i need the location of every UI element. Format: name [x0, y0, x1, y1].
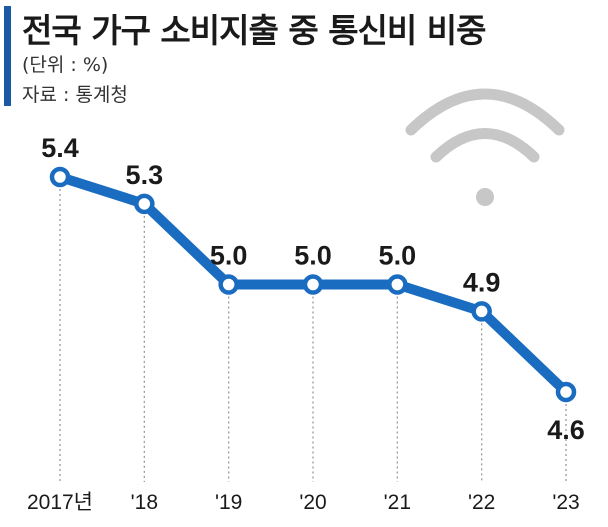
data-point [218, 274, 239, 295]
data-label: 4.9 [463, 267, 501, 297]
guide-lines [59, 189, 567, 482]
data-point [302, 274, 324, 295]
data-label: 5.0 [210, 241, 248, 271]
x-axis-ticks: 2017년 '18 '19 '20 '21 '22 '23 [27, 491, 580, 514]
data-point [387, 274, 408, 295]
data-labels: 5.4 5.3 5.0 5.0 5.0 4.9 4.6 [41, 133, 585, 445]
data-point [555, 381, 577, 403]
wifi-dot [476, 188, 494, 206]
data-label: 4.6 [547, 415, 585, 445]
unit-label: (단위 : %) [22, 54, 109, 76]
x-tick-label: '18 [131, 491, 158, 514]
x-tick-label: '19 [215, 491, 242, 514]
x-tick-label: '20 [299, 491, 326, 514]
point-markers [49, 166, 577, 403]
x-tick-label: '23 [552, 491, 579, 514]
x-tick-label: 2017년 [27, 491, 93, 514]
source-label: 자료 : 통계청 [22, 84, 128, 106]
wifi-icon [405, 88, 565, 206]
wifi-arc-middle [430, 128, 540, 163]
chart-title: 전국 가구 소비지출 중 통신비 비중 [22, 11, 486, 50]
data-label: 5.4 [41, 133, 79, 163]
data-point [134, 193, 155, 215]
data-label: 5.0 [294, 241, 332, 271]
data-label: 5.0 [379, 241, 417, 271]
x-tick-label: '22 [468, 491, 495, 514]
wifi-arc-outer [405, 88, 565, 136]
data-point [471, 301, 492, 322]
data-point [49, 166, 71, 188]
title-accent-bar [4, 6, 11, 106]
x-tick-label: '21 [384, 491, 411, 514]
data-label: 5.3 [126, 160, 164, 190]
